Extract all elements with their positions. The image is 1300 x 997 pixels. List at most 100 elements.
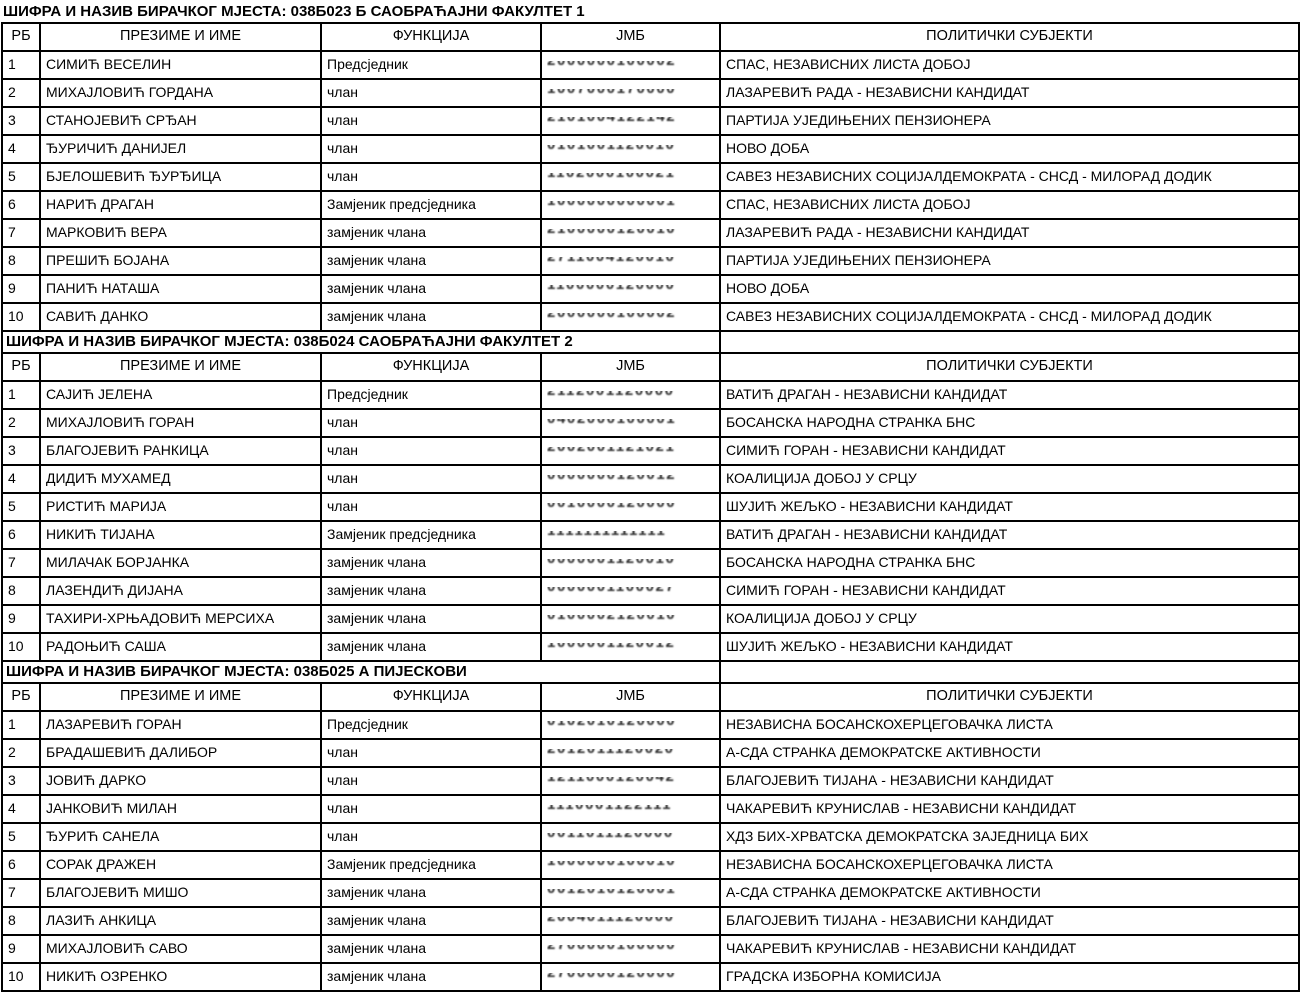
jmb-redaction-smudge: 0010000120000 bbox=[547, 503, 697, 510]
jmb-redaction-smudge: 2100000120010 bbox=[547, 229, 697, 236]
cell-ordinal: 8 bbox=[1, 246, 41, 276]
col-header-function: ФУНКЦИЈА bbox=[320, 22, 542, 52]
polling-station-title-1: ШИФРА И НАЗИВ БИРАЧКОГ МЈЕСТА: 038Б023 Б… bbox=[3, 3, 585, 20]
col-header-jmb: ЈМБ bbox=[540, 22, 721, 52]
cell-person-name: ЂУРИЧИЋ ДАНИЈЕЛ bbox=[39, 134, 322, 164]
cell-ordinal: 4 bbox=[1, 134, 41, 164]
cell-political-subject: ГРАДСКА ИЗБОРНА КОМИСИЈА bbox=[719, 962, 1300, 992]
cell-jmb-redacted: 1000000100010 bbox=[540, 850, 721, 880]
jmb-redaction-smudge: 2700000120000 bbox=[547, 973, 697, 980]
cell-function: члан bbox=[320, 794, 542, 824]
cell-person-name: НАРИЋ ДРАГАН bbox=[39, 190, 322, 220]
cell-function: члан bbox=[320, 464, 542, 494]
col-header-name: ПРЕЗИМЕ И ИМЕ bbox=[39, 682, 322, 712]
cell-political-subject: НЕЗАВИСНА БОСАНСКОХЕРЦЕГОВАЧКА ЛИСТА bbox=[719, 710, 1300, 740]
cell-person-name: МИХАЈЛОВИЋ ГОРДАНА bbox=[39, 78, 322, 108]
col-header-function: ФУНКЦИЈА bbox=[320, 352, 542, 382]
cell-political-subject: СИМИЋ ГОРАН - НЕЗАВИСНИ КАНДИДАТ bbox=[719, 436, 1300, 466]
cell-function: члан bbox=[320, 492, 542, 522]
col-header-rb: РБ bbox=[1, 352, 41, 382]
cell-jmb-redacted: 2004011120000 bbox=[540, 906, 721, 936]
cell-jmb-redacted: 2711004120010 bbox=[540, 246, 721, 276]
cell-person-name: МИЛАЧАК БОРЈАНКА bbox=[39, 548, 322, 578]
cell-person-name: ПРЕШИЋ БОЈАНА bbox=[39, 246, 322, 276]
cell-political-subject: НОВО ДОБА bbox=[719, 274, 1300, 304]
col-header-party: ПОЛИТИЧКИ СУБЈЕКТИ bbox=[719, 682, 1300, 712]
cell-function: члан bbox=[320, 822, 542, 852]
jmb-redaction-smudge: 2112001120000 bbox=[547, 391, 697, 398]
cell-function: члан bbox=[320, 766, 542, 796]
cell-function: члан bbox=[320, 134, 542, 164]
cell-ordinal: 10 bbox=[1, 962, 41, 992]
cell-jmb-redacted: 0100002120010 bbox=[540, 604, 721, 634]
cell-political-subject: БОСАНСКА НАРОДНА СТРАНКА БНС bbox=[719, 548, 1300, 578]
table-2-header: ШИФРА И НАЗИВ БИРАЧКОГ МЈЕСТА: 038Б024 С… bbox=[1, 330, 1300, 382]
cell-person-name: ЛАЗИЋ АНКИЦА bbox=[39, 906, 322, 936]
jmb-redaction-smudge: 0102010120000 bbox=[547, 721, 697, 728]
cell-ordinal: 5 bbox=[1, 162, 41, 192]
cell-function: Предсједник bbox=[320, 380, 542, 410]
cell-person-name: ДИДИЋ МУХАМЕД bbox=[39, 464, 322, 494]
cell-person-name: СИМИЋ ВЕСЕЛИН bbox=[39, 50, 322, 80]
cell-jmb-redacted: 0000001120010 bbox=[540, 548, 721, 578]
cell-ordinal: 2 bbox=[1, 78, 41, 108]
cell-function: замјеник члана bbox=[320, 302, 542, 332]
cell-jmb-redacted: 0010000120000 bbox=[540, 492, 721, 522]
cell-political-subject: СПАС, НЕЗАВИСНИХ ЛИСТА ДОБОЈ bbox=[719, 50, 1300, 80]
cell-ordinal: 3 bbox=[1, 766, 41, 796]
jmb-redaction-smudge: 0101001120010 bbox=[547, 145, 697, 152]
cell-function: замјеник члана bbox=[320, 878, 542, 908]
jmb-redaction-smudge: 1007000170000 bbox=[547, 89, 697, 96]
cell-political-subject: САВЕЗ НЕЗАВИСНИХ СОЦИЈАЛДЕМОКРАТА - СНСД… bbox=[719, 162, 1300, 192]
cell-jmb-redacted: 1110001122111 bbox=[540, 794, 721, 824]
cell-political-subject: ШУЈИЋ ЖЕЉКО - НЕЗАВИСНИ КАНДИДАТ bbox=[719, 632, 1300, 662]
cell-person-name: НИКИЋ ОЗРЕНКО bbox=[39, 962, 322, 992]
cell-political-subject: А-СДА СТРАНКА ДЕМОКРАТСКЕ АКТИВНОСТИ bbox=[719, 738, 1300, 768]
col-header-jmb: ЈМБ bbox=[540, 352, 721, 382]
cell-political-subject: ХДЗ БИХ-ХРВАТСКА ДЕМОКРАТСКА ЗАЈЕДНИЦА Б… bbox=[719, 822, 1300, 852]
jmb-redaction-smudge: 2101004122142 bbox=[547, 117, 697, 124]
cell-political-subject: БОСАНСКА НАРОДНА СТРАНКА БНС bbox=[719, 408, 1300, 438]
cell-function: замјеник члана bbox=[320, 218, 542, 248]
col-header-function: ФУНКЦИЈА bbox=[320, 682, 542, 712]
cell-ordinal: 6 bbox=[1, 190, 41, 220]
cell-function: члан bbox=[320, 106, 542, 136]
jmb-redaction-smudge: 1211000120042 bbox=[547, 777, 697, 784]
cell-function: Предсједник bbox=[320, 50, 542, 80]
cell-person-name: СОРАК ДРАЖЕН bbox=[39, 850, 322, 880]
cell-function: Замјеник предсједника bbox=[320, 190, 542, 220]
cell-person-name: ЂУРИЋ САНЕЛА bbox=[39, 822, 322, 852]
cell-jmb-redacted: 0402000100001 bbox=[540, 408, 721, 438]
cell-ordinal: 10 bbox=[1, 632, 41, 662]
jmb-redaction-smudge: 1111111111111 bbox=[547, 531, 697, 538]
jmb-redaction-smudge: 1110001122111 bbox=[547, 805, 697, 812]
cell-jmb-redacted: 1102000100021 bbox=[540, 162, 721, 192]
cell-function: Предсједник bbox=[320, 710, 542, 740]
cell-ordinal: 8 bbox=[1, 576, 41, 606]
cell-person-name: ТАХИРИ-ХРЊАДОВИЋ МЕРСИХА bbox=[39, 604, 322, 634]
section-title-row: ШИФРА И НАЗИВ БИРАЧКОГ МЈЕСТА: 038Б025 А… bbox=[1, 660, 1300, 684]
cell-function: замјеник члана bbox=[320, 548, 542, 578]
cell-jmb-redacted: 0000001100027 bbox=[540, 576, 721, 606]
cell-political-subject: ЧАКАРЕВИЋ КРУНИСЛАВ - НЕЗАВИСНИ КАНДИДАТ bbox=[719, 934, 1300, 964]
cell-political-subject: ВАТИЋ ДРАГАН - НЕЗАВИСНИ КАНДИДАТ bbox=[719, 380, 1300, 410]
cell-function: члан bbox=[320, 436, 542, 466]
cell-political-subject: ВАТИЋ ДРАГАН - НЕЗАВИСНИ КАНДИДАТ bbox=[719, 520, 1300, 550]
cell-jmb-redacted: 2700000120000 bbox=[540, 962, 721, 992]
cell-ordinal: 7 bbox=[1, 878, 41, 908]
